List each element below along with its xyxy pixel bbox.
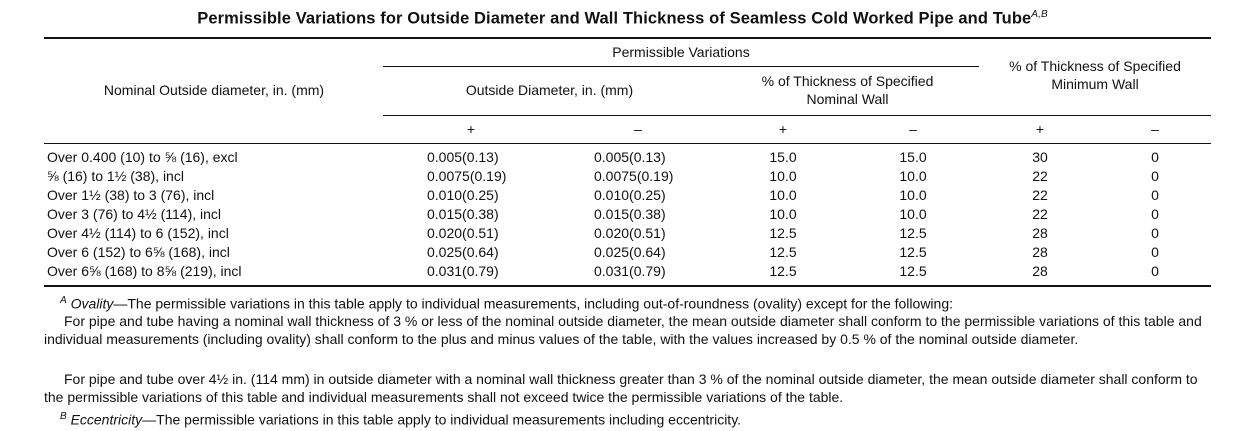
footnote-a: A Ovality—The permissible variations in …: [60, 292, 1210, 313]
cell-nominal-minus: 12.5: [899, 244, 927, 260]
cell-minimum-plus: 28: [1032, 244, 1048, 260]
cell-od-minus: 0.020(0.51): [594, 225, 666, 241]
nominal-minus-sign: –: [909, 121, 917, 137]
minimum-plus-sign: +: [1035, 121, 1045, 137]
sign-row-rule: [383, 115, 1211, 116]
footnote-a-mark: A: [60, 295, 67, 306]
table-row: ⅝ (16) to 1½ (38), incl 0.0075(0.19) 0.0…: [0, 167, 1245, 186]
cell-minimum-plus: 30: [1032, 149, 1048, 165]
header-permissible-variations: Permissible Variations: [612, 44, 750, 60]
cell-minimum-plus: 22: [1032, 168, 1048, 184]
cell-od-minus: 0.015(0.38): [594, 206, 666, 222]
cell-od-minus: 0.010(0.25): [594, 187, 666, 203]
cell-od-plus: 0.010(0.25): [427, 187, 499, 203]
cell-nominal-plus: 10.0: [769, 168, 797, 184]
table-row: Over 6⅝ (168) to 8⅝ (219), incl 0.031(0.…: [0, 262, 1245, 281]
cell-od-plus: 0.031(0.79): [427, 263, 499, 279]
table-row: Over 6 (152) to 6⅝ (168), incl 0.025(0.6…: [0, 243, 1245, 262]
cell-minimum-minus: 0: [1151, 168, 1159, 184]
cell-nominal-plus: 10.0: [769, 206, 797, 222]
cell-nominal-od: Over 6⅝ (168) to 8⅝ (219), incl: [47, 263, 242, 279]
cell-nominal-plus: 12.5: [769, 244, 797, 260]
minimum-minus-sign: –: [1151, 121, 1159, 137]
cell-minimum-plus: 28: [1032, 263, 1048, 279]
table-title: Permissible Variations for Outside Diame…: [0, 9, 1245, 29]
header-nominal-od: Nominal Outside diameter, in. (mm): [103, 82, 325, 98]
cell-nominal-od: Over 6 (152) to 6⅝ (168), incl: [47, 244, 230, 260]
cell-nominal-od: Over 3 (76) to 4½ (114), incl: [47, 206, 222, 222]
cell-od-plus: 0.015(0.38): [427, 206, 499, 222]
table-bottom-rule: [44, 285, 1211, 287]
footnote-b: B Eccentricity—The permissible variation…: [60, 408, 1210, 429]
footnote-b-text: —The permissible variations in this tabl…: [142, 411, 742, 428]
header-pct-minimum-line2: Minimum Wall: [1051, 76, 1139, 92]
cell-nominal-minus: 10.0: [899, 206, 927, 222]
cell-nominal-plus: 12.5: [769, 263, 797, 279]
cell-od-minus: 0.031(0.79): [594, 263, 666, 279]
cell-nominal-minus: 10.0: [899, 187, 927, 203]
cell-nominal-od: Over 1½ (38) to 3 (76), incl: [47, 187, 215, 203]
footnote-b-term: Eccentricity: [70, 411, 143, 428]
cell-nominal-plus: 15.0: [769, 149, 797, 165]
od-plus-sign: +: [466, 121, 476, 137]
title-footnote-refs: A,B: [1031, 9, 1048, 20]
cell-nominal-od: Over 4½ (114) to 6 (152), incl: [47, 225, 229, 241]
cell-od-minus: 0.0075(0.19): [594, 168, 674, 184]
footnote-a-paragraph-1: For pipe and tube having a nominal wall …: [44, 313, 1202, 347]
cell-od-plus: 0.0075(0.19): [427, 168, 507, 184]
cell-minimum-plus: 28: [1032, 225, 1048, 241]
header-pct-nominal-line1: % of Thickness of Specified: [761, 73, 934, 89]
header-pct-minimum-line1: % of Thickness of Specified: [1009, 58, 1181, 74]
cell-minimum-plus: 22: [1032, 187, 1048, 203]
cell-minimum-minus: 0: [1151, 263, 1159, 279]
cell-nominal-od: Over 0.400 (10) to ⅝ (16), excl: [47, 149, 238, 165]
table-row: Over 4½ (114) to 6 (152), incl 0.020(0.5…: [0, 224, 1245, 243]
header-pct-minimum-wall: % of Thickness of Specified Minimum Wall: [979, 57, 1211, 93]
cell-nominal-plus: 10.0: [769, 187, 797, 203]
table-row: Over 0.400 (10) to ⅝ (16), excl 0.005(0.…: [0, 148, 1245, 167]
cell-minimum-minus: 0: [1151, 187, 1159, 203]
cell-nominal-minus: 12.5: [899, 225, 927, 241]
table-row: Over 1½ (38) to 3 (76), incl 0.010(0.25)…: [0, 186, 1245, 205]
cell-nominal-minus: 12.5: [899, 263, 927, 279]
footnote-b-mark: B: [60, 411, 67, 422]
cell-od-minus: 0.025(0.64): [594, 244, 666, 260]
cell-nominal-plus: 12.5: [769, 225, 797, 241]
cell-minimum-minus: 0: [1151, 149, 1159, 165]
permissible-variations-underline: [383, 66, 979, 67]
cell-od-minus: 0.005(0.13): [594, 149, 666, 165]
header-outside-diameter: Outside Diameter, in. (mm): [465, 82, 634, 98]
footnote-a-text: —The permissible variations in this tabl…: [113, 295, 953, 312]
cell-nominal-od: ⅝ (16) to 1½ (38), incl: [47, 168, 184, 184]
header-bottom-rule: [44, 143, 1211, 144]
cell-od-plus: 0.020(0.51): [427, 225, 499, 241]
table-row: Over 3 (76) to 4½ (114), incl 0.015(0.38…: [0, 205, 1245, 224]
cell-od-plus: 0.025(0.64): [427, 244, 499, 260]
cell-minimum-minus: 0: [1151, 206, 1159, 222]
header-pct-nominal-line2: Nominal Wall: [806, 91, 889, 107]
header-pct-nominal-wall: % of Thickness of Specified Nominal Wall: [716, 72, 979, 108]
nominal-plus-sign: +: [778, 121, 788, 137]
cell-minimum-plus: 22: [1032, 206, 1048, 222]
footnote-a-term: Ovality: [70, 295, 114, 312]
cell-nominal-minus: 15.0: [899, 149, 927, 165]
cell-minimum-minus: 0: [1151, 225, 1159, 241]
top-rule: [44, 37, 1211, 39]
title-text: Permissible Variations for Outside Diame…: [197, 9, 1032, 28]
cell-minimum-minus: 0: [1151, 244, 1159, 260]
od-minus-sign: –: [634, 121, 642, 137]
cell-nominal-minus: 10.0: [899, 168, 927, 184]
cell-od-plus: 0.005(0.13): [427, 149, 499, 165]
footnote-a-paragraph-2: For pipe and tube over 4½ in. (114 mm) i…: [44, 371, 1198, 405]
